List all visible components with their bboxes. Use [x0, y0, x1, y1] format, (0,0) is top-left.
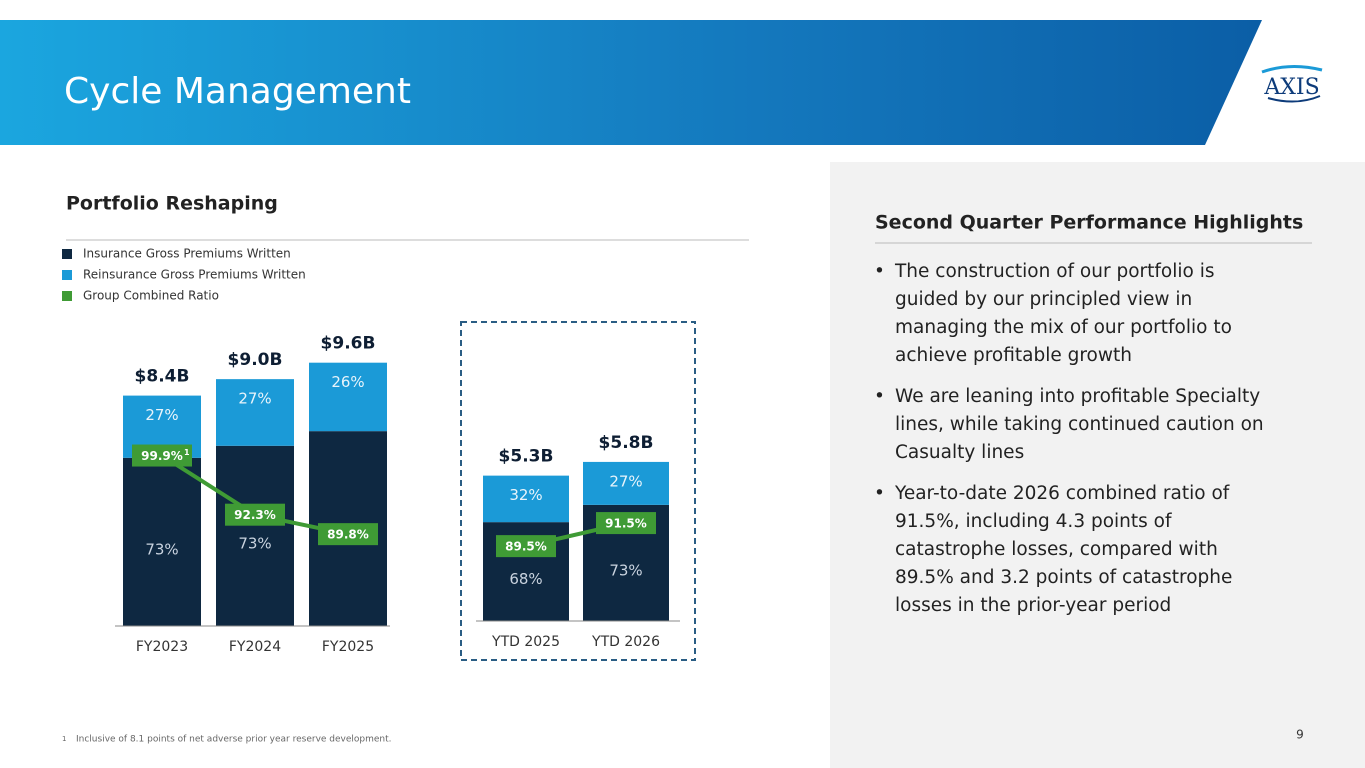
- total-label: $5.3B: [499, 447, 554, 467]
- ratio-label: 89.5%: [505, 540, 547, 554]
- segment-label: 27%: [609, 472, 642, 490]
- ratio-label: 92.3%: [234, 508, 276, 522]
- bar-segment: [216, 445, 294, 626]
- bar-segment: [216, 379, 294, 446]
- bar-segment: [583, 461, 669, 505]
- bullet: The construction of our portfolio is gui…: [872, 258, 1272, 370]
- x-tick-label: YTD 2026: [591, 634, 660, 650]
- segment-label: 32%: [509, 486, 542, 504]
- segment-label: 27%: [145, 406, 178, 424]
- ratio-label: 91.5%: [605, 517, 647, 531]
- page-title: Cycle Management: [64, 71, 411, 112]
- logo: AXIS: [1263, 75, 1319, 100]
- segment-label: 68%: [509, 570, 542, 588]
- panel-title: Second Quarter Performance Highlights: [875, 212, 1303, 234]
- bullet-list: The construction of our portfolio is gui…: [872, 258, 1272, 633]
- legend-label: Group Combined Ratio: [83, 289, 219, 303]
- ratio-label: 89.8%: [327, 528, 369, 542]
- legend-swatch: [62, 270, 72, 280]
- total-label: $5.8B: [599, 433, 654, 453]
- footnote-ref: 1: [184, 448, 190, 457]
- footnote-marker: 1: [62, 735, 66, 743]
- total-label: $8.4B: [135, 367, 190, 387]
- x-tick-label: FY2025: [322, 639, 374, 655]
- legend-swatch: [62, 249, 72, 259]
- ytd-frame: [460, 321, 696, 661]
- logo-swoosh: [1261, 65, 1323, 74]
- legend-swatch: [62, 291, 72, 301]
- section-title: Portfolio Reshaping: [66, 193, 278, 215]
- total-label: $9.6B: [321, 334, 376, 354]
- segment-label: 27%: [238, 390, 271, 408]
- segment-label: 26%: [331, 373, 364, 391]
- logo-swoosh: [1267, 95, 1321, 103]
- bar-segment: [309, 362, 387, 432]
- bar-segment: [123, 457, 201, 626]
- x-tick-label: FY2024: [229, 639, 281, 655]
- segment-label: 73%: [609, 561, 642, 579]
- x-tick-label: YTD 2025: [491, 634, 560, 650]
- ratio-box: [496, 535, 556, 558]
- ratio-box: [596, 512, 656, 535]
- footnote: Inclusive of 8.1 points of net adverse p…: [76, 735, 392, 745]
- legend-label: Insurance Gross Premiums Written: [83, 247, 291, 261]
- header-banner: [0, 20, 1262, 145]
- page-number: 9: [1296, 728, 1304, 742]
- x-tick-label: FY2023: [136, 639, 188, 655]
- ratio-box: [225, 503, 285, 526]
- bullet: We are leaning into profitable Specialty…: [872, 383, 1272, 467]
- legend-label: Reinsurance Gross Premiums Written: [83, 268, 306, 282]
- ratio-label: 99.9%: [141, 449, 183, 463]
- segment-label: 73%: [145, 540, 178, 558]
- segment-label: 73%: [238, 534, 271, 552]
- total-label: $9.0B: [228, 350, 283, 370]
- bullet: Year-to-date 2026 combined ratio of 91.5…: [872, 480, 1272, 620]
- ratio-box: [132, 444, 192, 467]
- bar-segment: [483, 475, 569, 523]
- ratio-box: [318, 523, 378, 546]
